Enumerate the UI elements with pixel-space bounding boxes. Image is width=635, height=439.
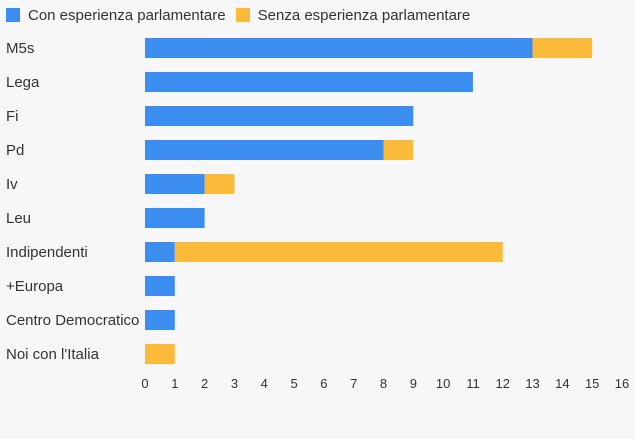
- bar-indipendenti-series-2[interactable]: [174, 242, 503, 262]
- category-label-pd: Pd: [6, 142, 24, 159]
- x-tick-label-3: 3: [231, 376, 238, 391]
- x-tick-label-10: 10: [436, 376, 450, 391]
- x-tick-label-1: 1: [171, 376, 178, 391]
- x-tick-label-4: 4: [261, 376, 268, 391]
- x-tick-label-15: 15: [585, 376, 599, 391]
- bar-centro-democratico-series-1[interactable]: [145, 310, 175, 330]
- category-label-leu: Leu: [6, 210, 31, 227]
- x-tick-label-9: 9: [410, 376, 417, 391]
- x-tick-label-2: 2: [201, 376, 208, 391]
- x-tick-label-8: 8: [380, 376, 387, 391]
- category-label-fi: Fi: [6, 108, 19, 125]
- category-label-europa: +Europa: [6, 278, 64, 295]
- legend-item-con-esperienza[interactable]: Con esperienza parlamentare: [6, 7, 226, 24]
- category-label-m5s: M5s: [6, 40, 34, 57]
- bar-europa-series-1[interactable]: [145, 276, 175, 296]
- legend-swatch-senza-esperienza: [235, 8, 250, 22]
- x-tick-label-14: 14: [555, 376, 569, 391]
- legend: Con esperienza parlamentare Senza esperi…: [6, 5, 480, 25]
- category-label-indipendenti: Indipendenti: [6, 244, 88, 261]
- bar-indipendenti-series-1[interactable]: [145, 242, 175, 262]
- x-tick-label-11: 11: [466, 376, 480, 391]
- bar-lega-series-1[interactable]: [145, 72, 473, 92]
- bar-leu-series-1[interactable]: [145, 208, 205, 228]
- bar-pd-series-2[interactable]: [383, 140, 414, 160]
- x-tick-label-6: 6: [320, 376, 327, 391]
- bar-noi-con-l-italia-series-2[interactable]: [145, 344, 175, 364]
- legend-label-con-esperienza: Con esperienza parlamentare: [28, 6, 226, 24]
- legend-item-senza-esperienza[interactable]: Senza esperienza parlamentare: [235, 6, 471, 24]
- x-tick-label-0: 0: [141, 376, 148, 391]
- bar-iv-series-2[interactable]: [204, 174, 235, 194]
- x-tick-label-16: 16: [615, 376, 629, 391]
- bar-m5s-series-1[interactable]: [145, 38, 533, 58]
- bar-pd-series-1[interactable]: [145, 140, 384, 160]
- legend-swatch-con-esperienza: [6, 8, 20, 22]
- bar-fi-series-1[interactable]: [145, 106, 414, 126]
- x-tick-label-12: 12: [496, 376, 510, 391]
- category-label-lega: Lega: [6, 74, 40, 91]
- legend-label-senza-esperienza: Senza esperienza parlamentare: [257, 6, 471, 24]
- x-tick-label-13: 13: [525, 376, 539, 391]
- x-tick-label-5: 5: [290, 376, 297, 391]
- category-label-centro-democratico: Centro Democratico: [6, 312, 139, 329]
- category-label-noi-con-l-italia: Noi con l'Italia: [6, 346, 100, 363]
- bar-m5s-series-2[interactable]: [532, 38, 593, 58]
- category-label-iv: Iv: [6, 176, 18, 193]
- bar-iv-series-1[interactable]: [145, 174, 205, 194]
- x-tick-label-7: 7: [350, 376, 357, 391]
